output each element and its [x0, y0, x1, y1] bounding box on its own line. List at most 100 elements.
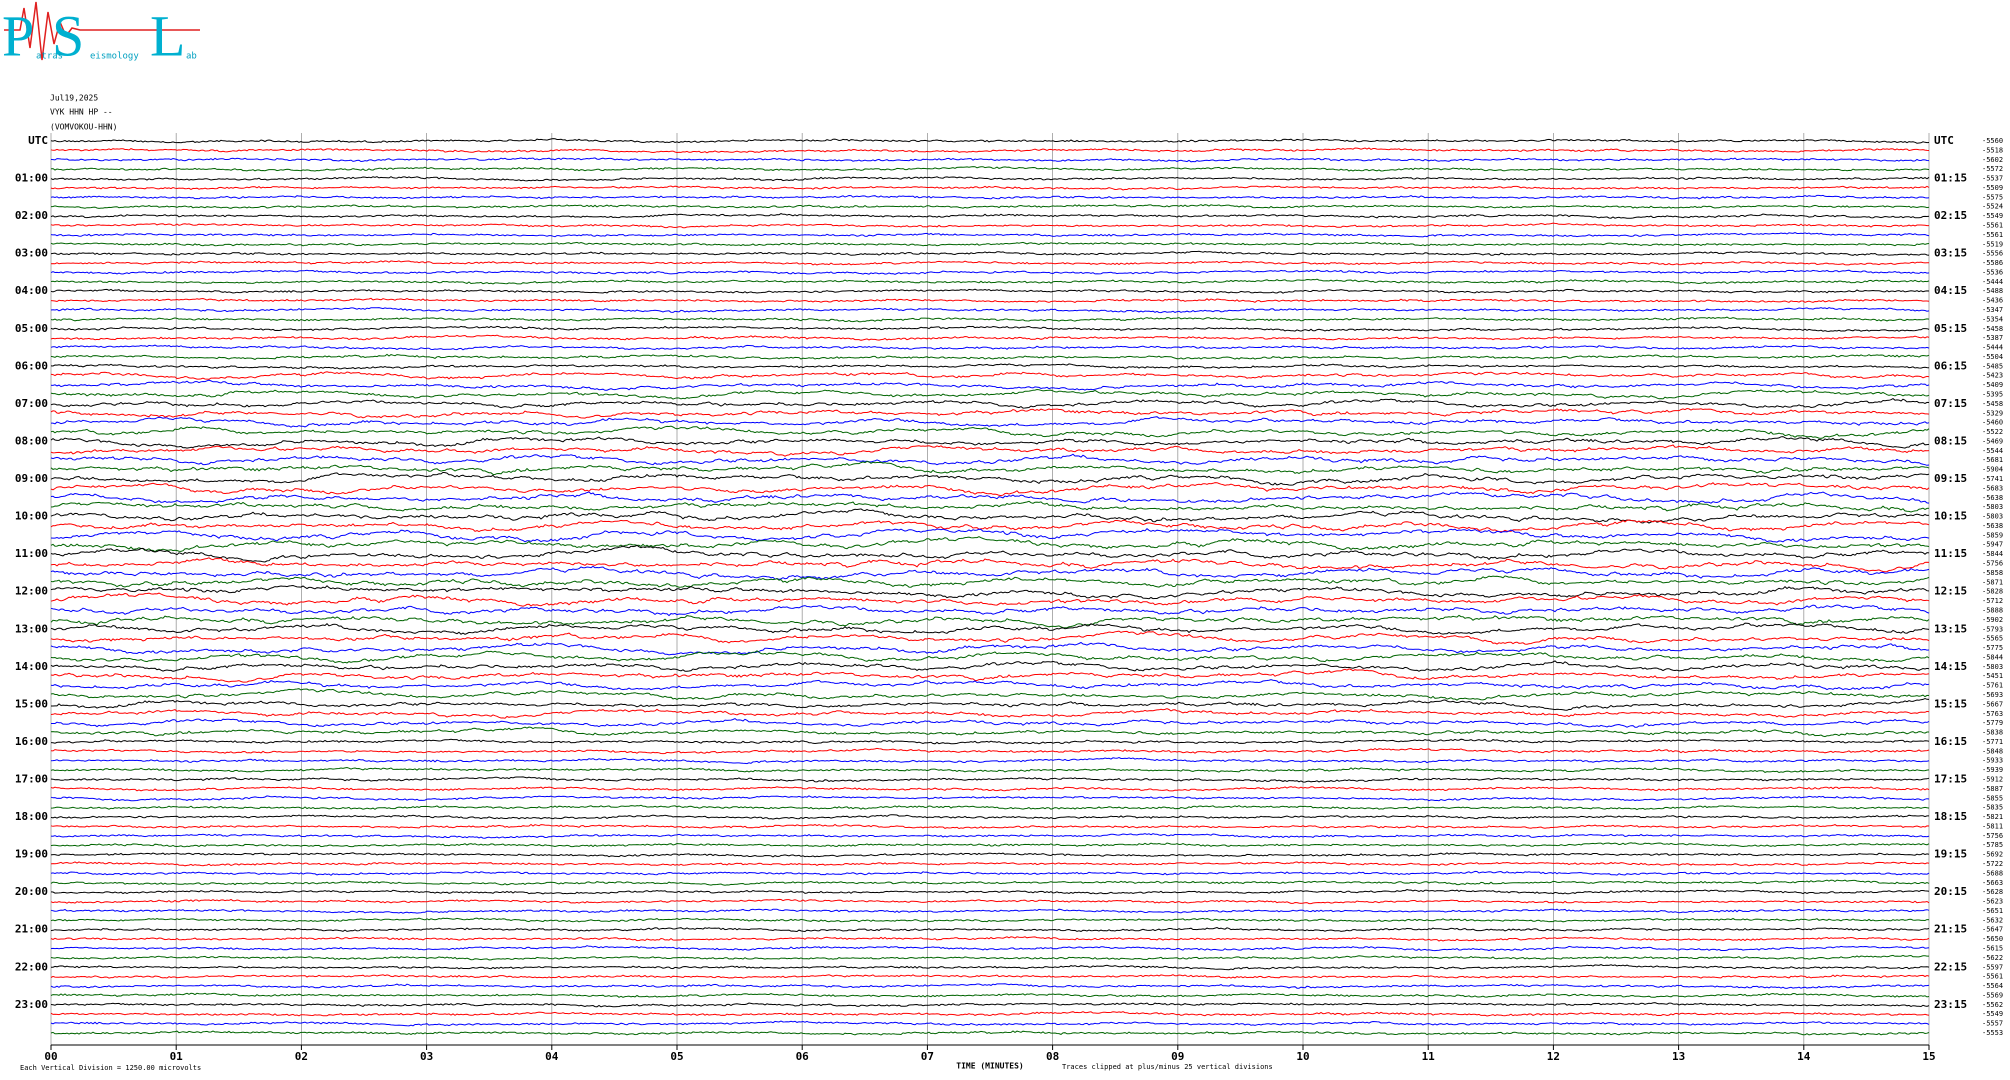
- right-hour-label: 05:15: [1934, 322, 1967, 335]
- trace: [50, 983, 1930, 989]
- trace-offset: -5756: [1982, 832, 2003, 840]
- trace: [50, 668, 1930, 683]
- trace-offset: -5562: [1982, 1001, 2003, 1009]
- trace: [50, 250, 1930, 256]
- trace-offset: -5549: [1982, 1010, 2003, 1018]
- right-hour-label: 18:15: [1934, 810, 1967, 823]
- trace: [50, 222, 1929, 229]
- trace: [50, 471, 1930, 486]
- right-hour-label: 08:15: [1934, 434, 1967, 447]
- station: VYK HHN HP --: [50, 108, 113, 117]
- trace-offset: -5681: [1982, 456, 2003, 464]
- trace: [50, 388, 1930, 400]
- right-hour-label: 17:15: [1934, 772, 1967, 785]
- logo-letter: P: [2, 3, 34, 68]
- trace: [50, 185, 1930, 191]
- trace-offset: -5756: [1982, 560, 2003, 568]
- left-hour-label: 04:00: [15, 284, 48, 297]
- trace-offset: -5575: [1982, 193, 2003, 201]
- right-hour-label: 07:15: [1934, 397, 1967, 410]
- trace: [50, 936, 1930, 942]
- trace-offset: -5395: [1982, 391, 2003, 399]
- x-tick-label: 12: [1547, 1050, 1560, 1063]
- trace: [50, 398, 1930, 409]
- trace: [51, 697, 1930, 711]
- left-hour-label: 16:00: [15, 735, 48, 748]
- logo: P S L atras eismology ab: [2, 1, 200, 68]
- trace: [50, 1002, 1930, 1008]
- left-hour-label: 06:00: [15, 359, 48, 372]
- trace-offset: -5423: [1982, 372, 2003, 380]
- left-hour-label: 05:00: [15, 322, 48, 335]
- trace-offset: -5623: [1982, 898, 2003, 906]
- left-hour-label: 20:00: [15, 885, 48, 898]
- trace-offset: -5811: [1982, 822, 2003, 830]
- trace-offset: -5586: [1982, 259, 2003, 267]
- trace: [50, 213, 1930, 219]
- trace: [50, 1020, 1930, 1027]
- trace: [50, 879, 1930, 886]
- trace-offset: -5458: [1982, 325, 2003, 333]
- trace-offset: -5569: [1982, 991, 2003, 999]
- trace: [50, 436, 1930, 449]
- trace-offset: -5572: [1982, 165, 2003, 173]
- trace-offset: -5522: [1982, 428, 2003, 436]
- trace-offset: -5561: [1982, 222, 2003, 230]
- logo-word: eismology: [90, 52, 139, 62]
- trace: [50, 992, 1930, 998]
- trace: [50, 565, 1930, 580]
- trace-offset: -5458: [1982, 400, 2003, 408]
- x-tick-label: 02: [295, 1050, 308, 1063]
- trace-offset: -5844: [1982, 653, 2003, 661]
- trace-offset: -5638: [1982, 522, 2003, 530]
- trace-offset: -5557: [1982, 1020, 2003, 1028]
- trace: [50, 814, 1929, 820]
- logo-word: atras: [36, 52, 63, 62]
- trace-offset: -5712: [1982, 597, 2003, 605]
- logo-trace: [4, 1, 200, 61]
- x-tick-label: 05: [670, 1050, 683, 1063]
- trace-offset: -5544: [1982, 447, 2003, 455]
- trace: [50, 325, 1930, 332]
- right-hour-label: 10:15: [1934, 510, 1967, 523]
- trace: [50, 482, 1930, 497]
- right-hour-label: 04:15: [1934, 284, 1967, 297]
- trace-offset: -5741: [1982, 475, 2003, 483]
- trace-offset: -5763: [1982, 710, 2003, 718]
- left-hour-label: 03:00: [15, 247, 48, 260]
- right-hour-label: 01:15: [1934, 172, 1967, 185]
- date: Jul19,2025: [50, 94, 98, 103]
- trace: [50, 679, 1930, 691]
- trace-offset: -5844: [1982, 550, 2003, 558]
- trace-offset: -5632: [1982, 916, 2003, 924]
- trace-offset: -5451: [1982, 672, 2003, 680]
- trace: [50, 888, 1930, 895]
- trace: [50, 584, 1930, 600]
- trace: [50, 528, 1930, 543]
- trace-offset: -5485: [1982, 362, 2003, 370]
- trace-offset: -5947: [1982, 541, 2003, 549]
- left-hour-label: 10:00: [15, 510, 48, 523]
- trace: [50, 650, 1930, 664]
- trace: [50, 641, 1930, 656]
- trace-offset: -5793: [1982, 625, 2003, 633]
- trace-offset: -5504: [1982, 353, 2003, 361]
- trace-offset: -5859: [1982, 531, 2003, 539]
- trace-offset: -5871: [1982, 578, 2003, 586]
- trace-offset: -5848: [1982, 747, 2003, 755]
- trace-offset: -5387: [1982, 334, 2003, 342]
- trace: [50, 747, 1930, 755]
- trace: [50, 334, 1930, 341]
- trace-offset: -5565: [1982, 635, 2003, 643]
- trace: [50, 194, 1930, 200]
- left-hour-label: 23:00: [15, 998, 48, 1011]
- trace-offset: -5803: [1982, 503, 2003, 511]
- trace-offset: -5888: [1982, 606, 2003, 614]
- trace: [50, 500, 1930, 513]
- trace-offset: -5524: [1982, 203, 2003, 211]
- trace-offset: -5933: [1982, 757, 2003, 765]
- trace-offset: -5803: [1982, 663, 2003, 671]
- trace-offset: -5761: [1982, 682, 2003, 690]
- trace-offset: -5785: [1982, 841, 2003, 849]
